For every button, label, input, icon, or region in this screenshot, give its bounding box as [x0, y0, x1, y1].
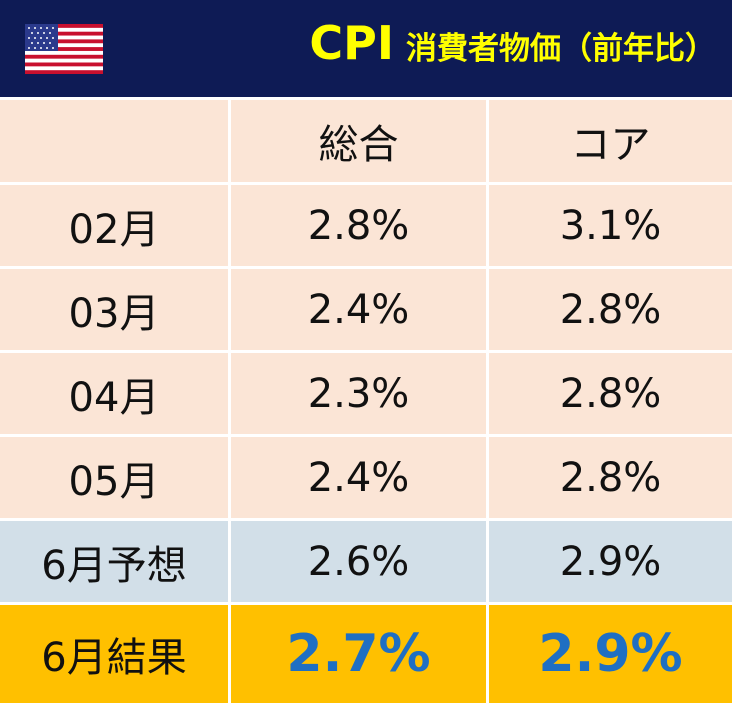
row-label: 03月: [0, 269, 228, 350]
value-cell: 2.9%: [489, 521, 732, 602]
row-label: 02月: [0, 185, 228, 266]
value-cell: 3.1%: [489, 185, 732, 266]
value-cell: 2.8%: [489, 269, 732, 350]
row-label: 6月予想: [0, 521, 228, 602]
row-label: 6月結果: [0, 605, 228, 703]
value-cell: 2.8%: [489, 437, 732, 518]
value-cell: 2.3%: [231, 353, 486, 434]
title: CPI: [309, 16, 394, 70]
value-cell: 2.4%: [231, 269, 486, 350]
value-cell: 2.4%: [231, 437, 486, 518]
column-header: 総合: [231, 100, 486, 182]
row-label: 05月: [0, 437, 228, 518]
value-cell: 2.8%: [231, 185, 486, 266]
value-cell: 2.6%: [231, 521, 486, 602]
title-block: CPI 消費者物価（前年比）: [309, 16, 716, 70]
header: CPI 消費者物価（前年比）: [0, 0, 732, 97]
column-header: コア: [489, 100, 732, 182]
subtitle: 消費者物価（前年比）: [406, 31, 716, 67]
corner-cell: [0, 100, 228, 182]
us-flag: [25, 24, 103, 74]
value-cell: 2.7%: [231, 605, 486, 703]
value-cell: 2.8%: [489, 353, 732, 434]
value-cell: 2.9%: [489, 605, 732, 703]
row-label: 04月: [0, 353, 228, 434]
